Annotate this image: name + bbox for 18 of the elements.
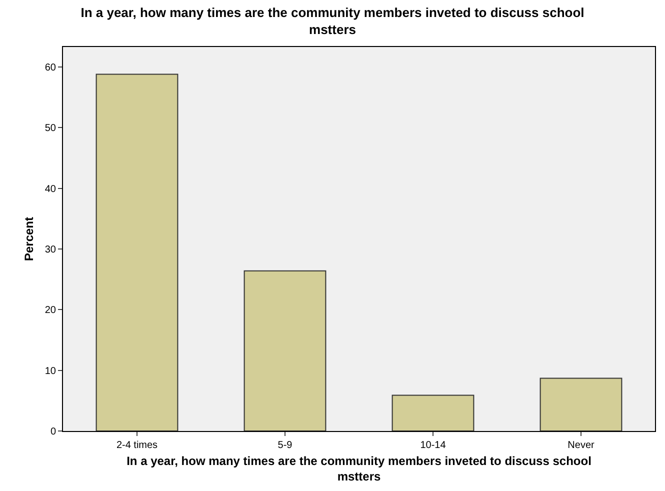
x-tick-label: Never xyxy=(568,440,595,451)
x-tick-label: 2-4 times xyxy=(116,440,158,451)
chart-title: In a year, how many times are the community members inveted to discuss school mstters xyxy=(80,5,584,38)
bar xyxy=(244,270,326,431)
y-tick-label: 60 xyxy=(44,62,56,74)
x-axis-title: In a year, how many times are the community members inveted to discuss school mstters xyxy=(126,454,592,484)
y-tick-label: 40 xyxy=(44,184,56,195)
x-tick-label: 10-14 xyxy=(420,440,446,451)
bar xyxy=(392,394,474,431)
y-tick-label: 50 xyxy=(44,123,56,134)
y-tick-label: 0 xyxy=(50,426,56,438)
x-tick-label: 5-9 xyxy=(278,440,293,451)
y-tick-label: 30 xyxy=(44,244,56,256)
bar xyxy=(540,378,622,431)
y-tick-label: 10 xyxy=(44,366,56,377)
y-tick-label: 20 xyxy=(44,305,56,316)
y-axis-title: Percent xyxy=(22,216,36,262)
bar xyxy=(96,74,178,431)
